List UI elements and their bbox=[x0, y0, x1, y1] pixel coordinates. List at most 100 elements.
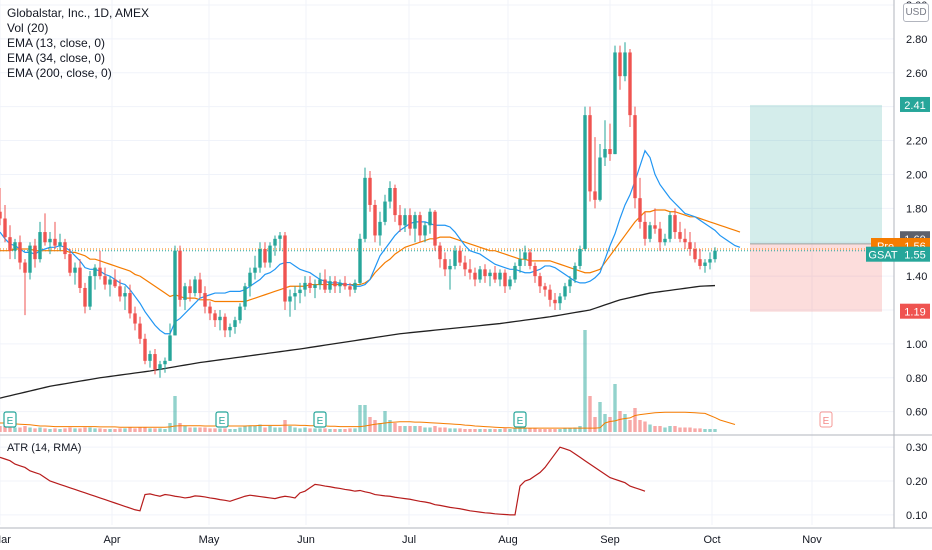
volume-bar bbox=[283, 420, 287, 432]
candle-body bbox=[453, 250, 457, 266]
last-price-label-text: 1.55 bbox=[904, 250, 925, 262]
candle-body bbox=[408, 215, 412, 229]
volume-bar bbox=[3, 426, 7, 432]
volume-bar bbox=[223, 428, 227, 432]
candle-body bbox=[158, 364, 162, 370]
earnings-marker: E bbox=[513, 411, 527, 428]
x-tick-label: Nov bbox=[802, 534, 822, 546]
candle-body bbox=[583, 115, 587, 249]
volume-bar bbox=[583, 330, 587, 432]
volume-bar bbox=[148, 428, 152, 432]
candle-body bbox=[193, 279, 197, 294]
candle-body bbox=[488, 272, 492, 277]
volume-bar bbox=[308, 428, 312, 432]
volume-bar bbox=[668, 426, 672, 432]
legend-ema13[interactable]: EMA (13, close, 0) bbox=[7, 36, 106, 50]
volume-bar bbox=[83, 427, 87, 432]
candle-body bbox=[103, 276, 107, 285]
candle-body bbox=[163, 360, 167, 365]
volume-bar bbox=[93, 428, 97, 432]
candle-body bbox=[233, 320, 237, 327]
future-earnings-badge bbox=[819, 411, 833, 428]
x-tick-label: May bbox=[199, 534, 220, 546]
legend-ema200[interactable]: EMA (200, close, 0) bbox=[7, 66, 112, 80]
candle-body bbox=[188, 286, 192, 294]
volume-bar bbox=[408, 426, 412, 432]
legend-vol[interactable]: Vol (20) bbox=[7, 21, 49, 35]
volume-bar bbox=[538, 429, 542, 432]
grid bbox=[0, 0, 894, 525]
x-tick-label: Aug bbox=[498, 534, 518, 546]
volume-bar bbox=[643, 421, 647, 432]
candle-body bbox=[18, 242, 22, 263]
candle-body bbox=[48, 238, 52, 243]
candle-body bbox=[578, 249, 582, 266]
candle-body bbox=[273, 238, 277, 246]
volume-bar bbox=[413, 426, 417, 432]
volume-bar bbox=[268, 426, 272, 432]
stop-price-label-bg bbox=[900, 303, 930, 319]
legend-ema34[interactable]: EMA (34, close, 0) bbox=[7, 51, 106, 65]
candle-body bbox=[588, 115, 592, 192]
volume-bar bbox=[698, 428, 702, 432]
volume-bar bbox=[23, 426, 27, 432]
earnings-badge bbox=[513, 411, 527, 428]
volume-bar bbox=[478, 429, 482, 432]
earnings-marker: E bbox=[3, 411, 17, 428]
ema13-line bbox=[0, 149, 741, 335]
candle-body bbox=[238, 306, 242, 321]
earnings-marker-label: E bbox=[317, 416, 324, 427]
earnings-marker: E bbox=[215, 411, 229, 428]
volume-bar bbox=[398, 426, 402, 432]
volume-bar bbox=[43, 428, 47, 432]
volume-bar bbox=[388, 420, 392, 432]
legend-title[interactable]: Globalstar, Inc., 1D, AMEX bbox=[7, 6, 150, 20]
future-earnings-marker: E bbox=[819, 411, 833, 428]
volume-bar bbox=[488, 429, 492, 432]
target-price-label-text: 2.41 bbox=[904, 100, 925, 112]
volume-bar bbox=[343, 429, 347, 432]
candle-body bbox=[283, 235, 287, 302]
volume-bar bbox=[458, 428, 462, 432]
candle-body bbox=[93, 267, 97, 277]
volume-bar bbox=[573, 427, 577, 432]
target-price-label-bg bbox=[900, 96, 930, 112]
atr-legend[interactable]: ATR (14, RMA) bbox=[7, 442, 82, 454]
y-tick-label: 2.60 bbox=[906, 68, 927, 80]
x-tick-label: Jun bbox=[297, 534, 315, 546]
volume-bar bbox=[273, 427, 277, 432]
stop-price-label: 1.19 bbox=[900, 303, 930, 319]
candle-body bbox=[108, 279, 112, 285]
candle-body bbox=[573, 265, 577, 280]
candle-body bbox=[303, 282, 307, 290]
volume-bar bbox=[213, 428, 217, 432]
candle-body bbox=[148, 354, 152, 361]
candle-body bbox=[568, 279, 572, 287]
candle-body bbox=[528, 252, 532, 266]
indicator-lines bbox=[0, 149, 741, 399]
candle-body bbox=[518, 259, 522, 266]
candle-body bbox=[138, 323, 142, 339]
candle-body bbox=[533, 265, 537, 277]
volume-bar bbox=[33, 428, 37, 432]
volume-bar bbox=[38, 427, 42, 432]
candle-body bbox=[623, 52, 627, 77]
candle-body bbox=[203, 293, 207, 307]
currency-button[interactable]: USD bbox=[903, 3, 929, 22]
candle-body bbox=[323, 279, 327, 290]
atr-tick-label: 0.10 bbox=[906, 510, 927, 522]
candle-body bbox=[378, 221, 382, 236]
candle-body bbox=[633, 115, 637, 199]
volume-bar bbox=[498, 429, 502, 432]
volume-bar bbox=[253, 426, 257, 432]
candle-body bbox=[248, 272, 252, 287]
volume-bar bbox=[548, 429, 552, 432]
volume-bar bbox=[518, 427, 522, 432]
candle-body bbox=[133, 313, 137, 324]
candle-body bbox=[183, 286, 187, 300]
volume-bar bbox=[468, 429, 472, 432]
volume-bar bbox=[563, 428, 567, 432]
last-price-label: 1.55 bbox=[900, 246, 930, 262]
